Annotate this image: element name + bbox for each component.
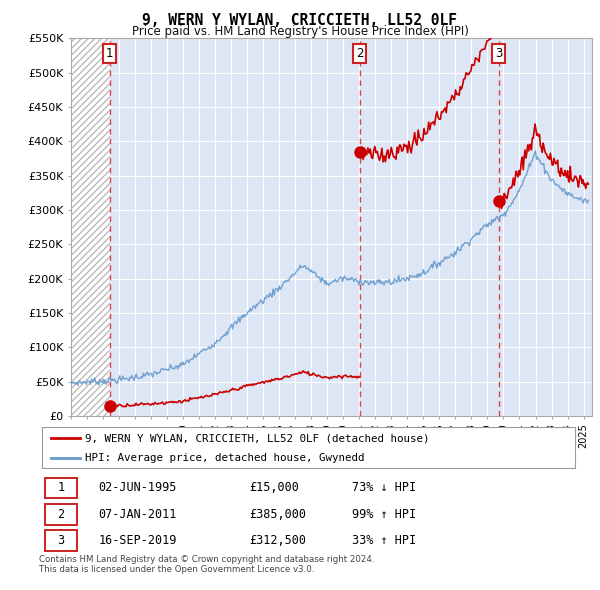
Text: £385,000: £385,000 (250, 508, 307, 521)
Text: 07-JAN-2011: 07-JAN-2011 (98, 508, 177, 521)
Text: 73% ↓ HPI: 73% ↓ HPI (352, 481, 416, 494)
FancyBboxPatch shape (46, 530, 77, 551)
Text: 33% ↑ HPI: 33% ↑ HPI (352, 534, 416, 547)
Text: Price paid vs. HM Land Registry's House Price Index (HPI): Price paid vs. HM Land Registry's House … (131, 25, 469, 38)
FancyBboxPatch shape (46, 504, 77, 525)
Text: 2: 2 (356, 47, 364, 60)
Text: 99% ↑ HPI: 99% ↑ HPI (352, 508, 416, 521)
Text: 3: 3 (495, 47, 503, 60)
Text: 1: 1 (106, 47, 113, 60)
Text: 9, WERN Y WYLAN, CRICCIETH, LL52 0LF (detached house): 9, WERN Y WYLAN, CRICCIETH, LL52 0LF (de… (85, 433, 430, 443)
Text: 1: 1 (58, 481, 65, 494)
Text: £312,500: £312,500 (250, 534, 307, 547)
FancyBboxPatch shape (42, 427, 575, 468)
FancyBboxPatch shape (46, 477, 77, 499)
Text: HPI: Average price, detached house, Gwynedd: HPI: Average price, detached house, Gwyn… (85, 453, 364, 463)
Text: 02-JUN-1995: 02-JUN-1995 (98, 481, 177, 494)
Text: Contains HM Land Registry data © Crown copyright and database right 2024.
This d: Contains HM Land Registry data © Crown c… (39, 555, 374, 574)
Text: 9, WERN Y WYLAN, CRICCIETH, LL52 0LF: 9, WERN Y WYLAN, CRICCIETH, LL52 0LF (143, 13, 458, 28)
Text: 16-SEP-2019: 16-SEP-2019 (98, 534, 177, 547)
Text: 2: 2 (58, 508, 65, 521)
Text: 3: 3 (58, 534, 65, 547)
Text: £15,000: £15,000 (250, 481, 299, 494)
